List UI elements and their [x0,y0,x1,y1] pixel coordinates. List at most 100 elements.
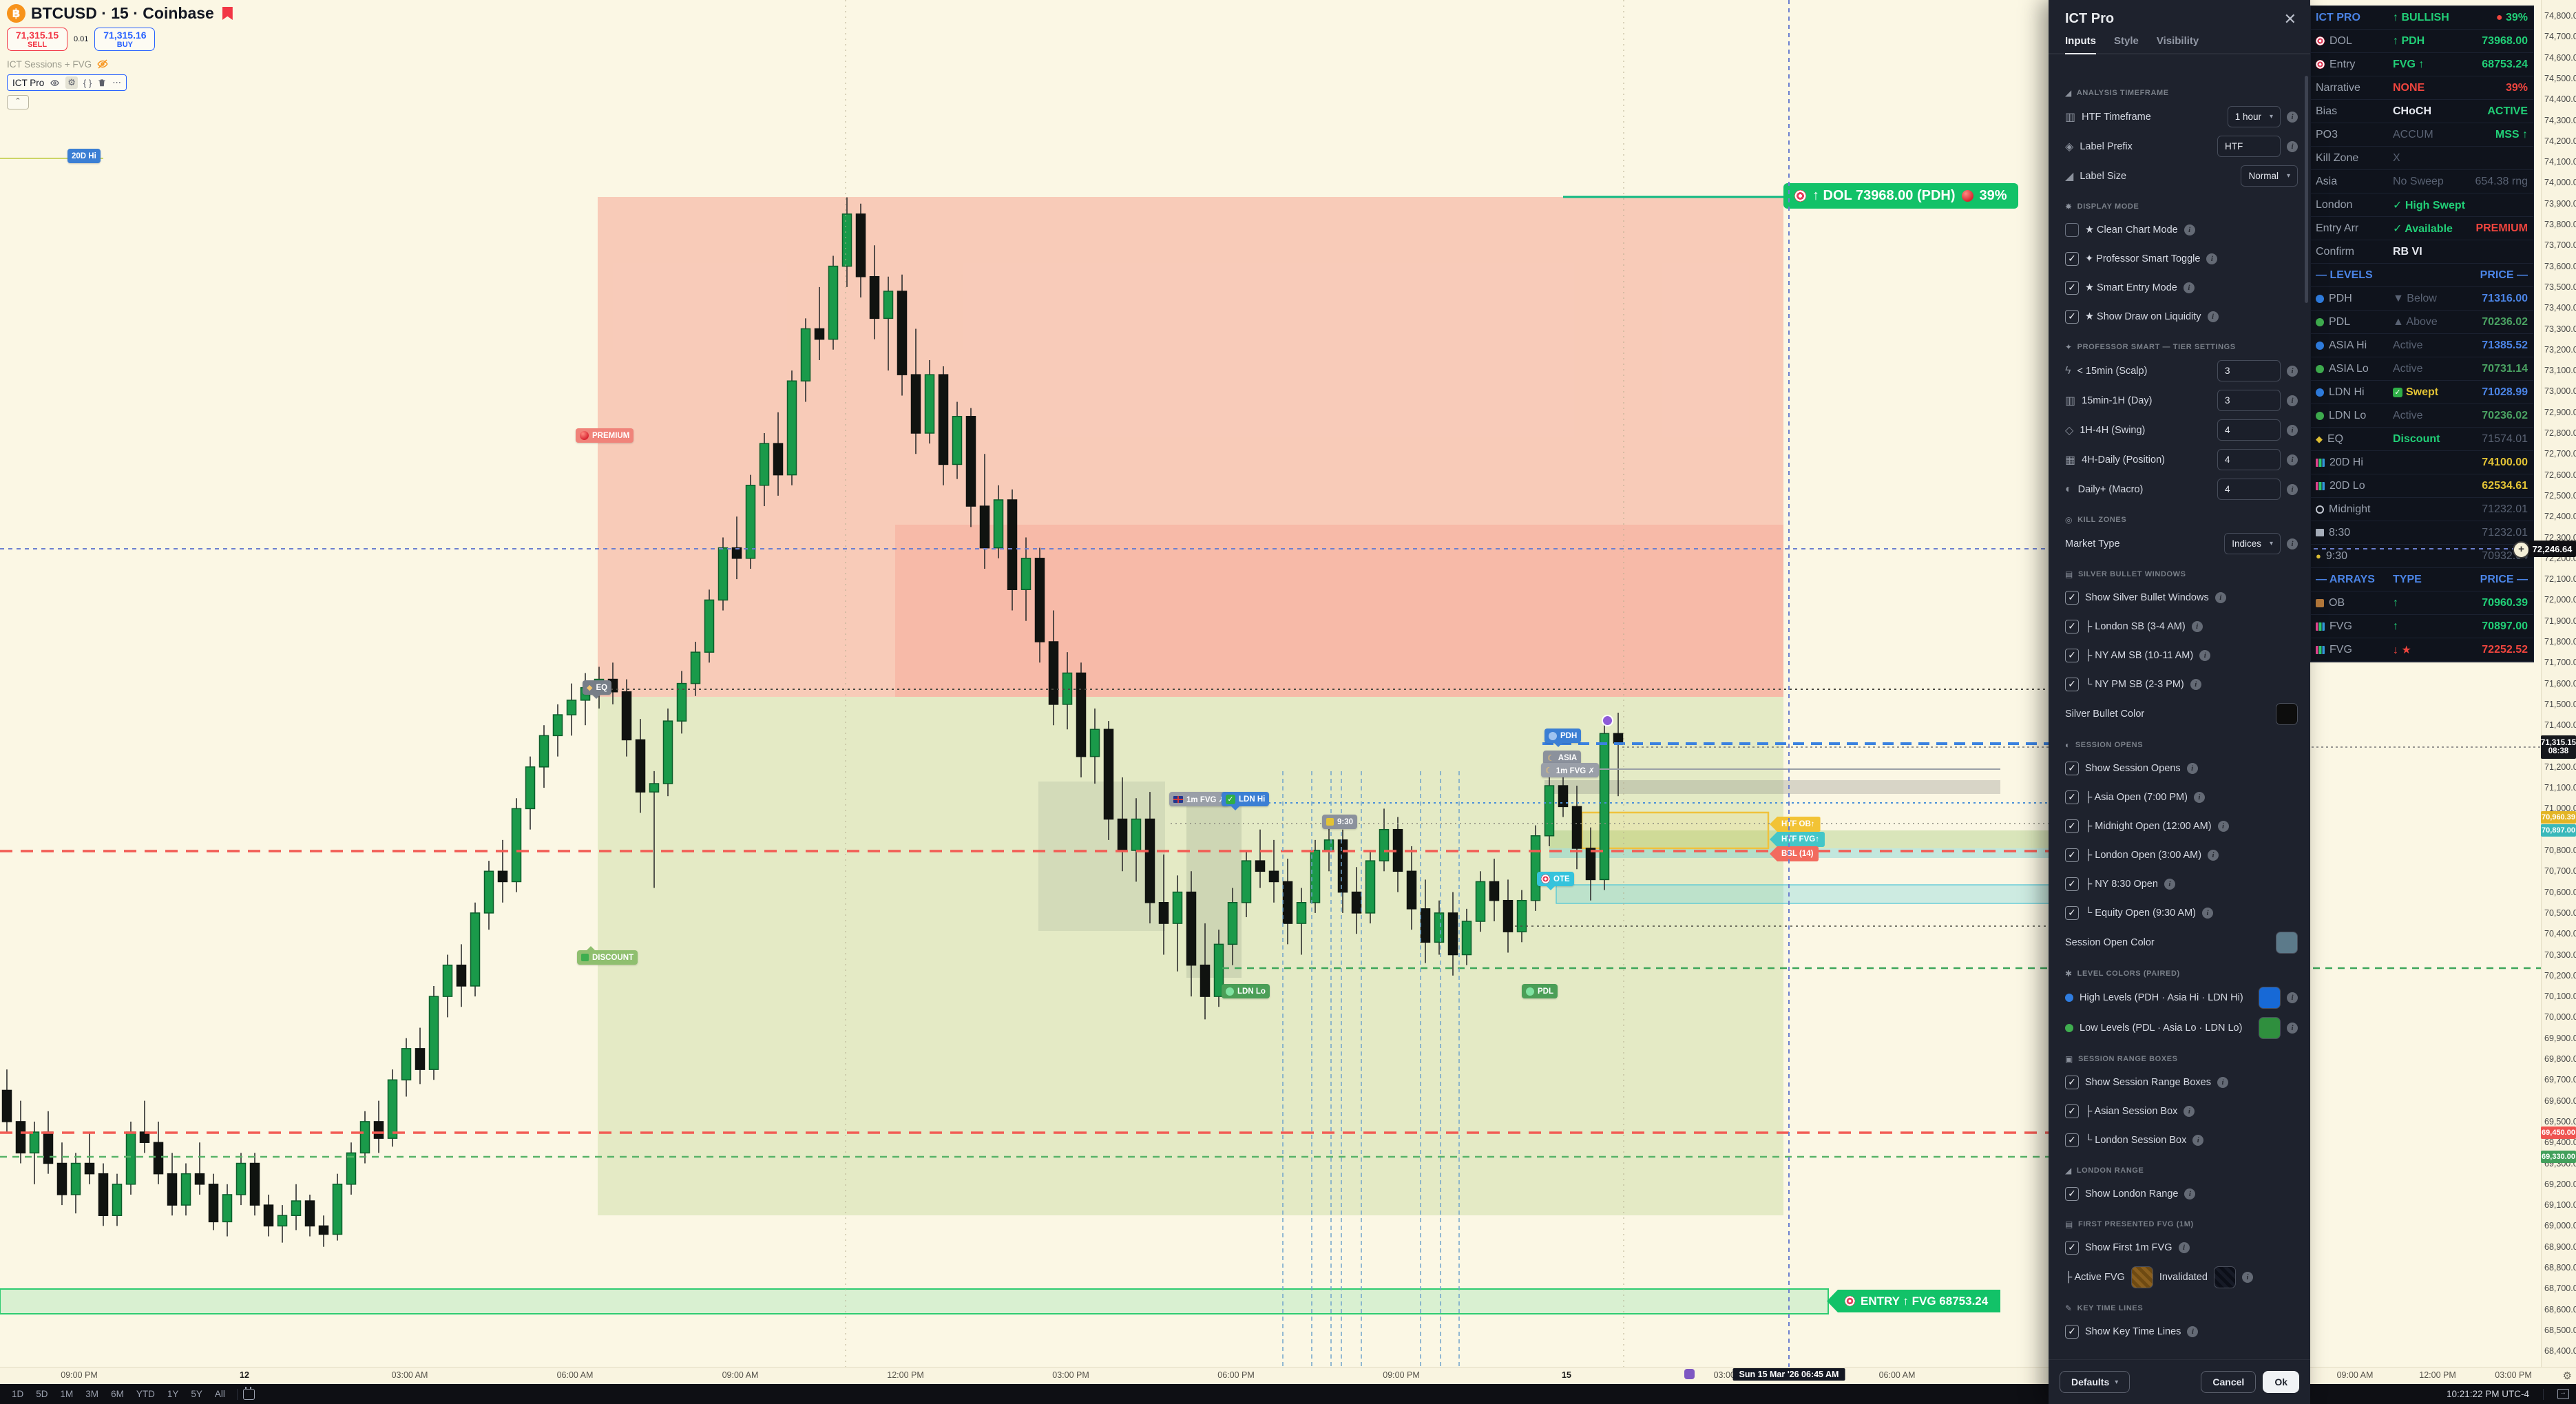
info-icon[interactable]: i [2206,253,2218,264]
buy-button[interactable]: 71,315.16 BUY [94,28,156,51]
settings-gear-icon[interactable]: ⚙ [65,76,78,89]
dropdown[interactable]: Normal ▾ [2241,165,2298,187]
color-swatch[interactable] [2259,987,2281,1009]
info-icon[interactable]: i [2217,1077,2228,1088]
ok-button[interactable]: Ok [2263,1371,2299,1393]
info-icon[interactable]: i [2287,992,2298,1003]
calendar-icon[interactable] [242,1386,255,1400]
info-icon[interactable]: i [2183,282,2195,293]
info-icon[interactable]: i [2241,1272,2253,1283]
tab-inputs[interactable]: Inputs [2065,35,2096,53]
number-input[interactable]: 3 [2217,360,2281,381]
checkbox[interactable] [2065,223,2079,237]
tab-style[interactable]: Style [2114,35,2139,47]
checkbox[interactable]: ✓ [2065,848,2079,862]
symbol-row[interactable]: ฿ BTCUSD · 15 · Coinbase [7,4,233,23]
range-button-5y[interactable]: 5Y [191,1389,202,1399]
range-button-5d[interactable]: 5D [36,1389,48,1399]
axis-event-marker[interactable] [1684,1369,1695,1379]
info-icon[interactable]: i [2287,424,2298,436]
indicator-row-hidden[interactable]: ICT Sessions + FVG [7,58,233,70]
number-input[interactable]: 3 [2217,390,2281,411]
checkbox[interactable]: ✓ [2065,1076,2079,1089]
info-icon[interactable]: i [2287,111,2298,123]
info-icon[interactable]: i [2193,792,2205,803]
info-icon[interactable]: i [2186,763,2198,774]
cancel-button[interactable]: Cancel [2201,1371,2256,1393]
checkbox[interactable]: ✓ [2065,1133,2079,1147]
checkbox[interactable]: ✓ [2065,649,2079,662]
info-icon[interactable]: i [2184,1106,2195,1117]
info-icon[interactable]: i [2199,650,2211,661]
color-swatch[interactable] [2276,703,2298,725]
color-swatch[interactable] [2259,1017,2281,1039]
dialog-scrollbar[interactable] [2305,76,2308,303]
range-button-3m[interactable]: 3M [85,1389,99,1399]
info-icon[interactable]: i [2184,224,2195,235]
info-icon[interactable]: i [2214,592,2226,603]
checkbox[interactable]: ✓ [2065,281,2079,295]
checkbox[interactable]: ✓ [2065,620,2079,633]
range-button-1m[interactable]: 1M [60,1389,74,1399]
collapse-legend-button[interactable]: ⌃ [7,95,29,109]
info-icon[interactable]: i [2287,454,2298,465]
range-button-ytd[interactable]: YTD [136,1389,155,1399]
info-icon[interactable]: i [2178,1242,2190,1253]
checkbox[interactable]: ✓ [2065,1104,2079,1118]
checkbox[interactable]: ✓ [2065,310,2079,324]
defaults-button[interactable]: Defaults ▾ [2060,1371,2130,1393]
color-swatch[interactable] [2276,932,2298,954]
range-button-1y[interactable]: 1Y [167,1389,179,1399]
info-icon[interactable]: i [2287,483,2298,495]
dropdown[interactable]: 1 hour ▾ [2227,106,2281,127]
clock[interactable]: 10:21:22 PM UTC-4 [2446,1389,2529,1399]
checkbox[interactable]: ✓ [2065,819,2079,833]
info-icon[interactable]: i [2164,879,2175,890]
crosshair-plus-icon[interactable]: + [2513,541,2530,558]
checkbox[interactable]: ✓ [2065,1325,2079,1339]
panel-toggle-icon[interactable] [2557,1389,2569,1399]
active-fvg-swatch[interactable] [2130,1266,2153,1288]
info-icon[interactable]: i [2187,1326,2199,1337]
checkbox[interactable]: ✓ [2065,790,2079,804]
checkbox[interactable]: ✓ [2065,877,2079,891]
info-icon[interactable]: i [2287,140,2298,152]
info-icon[interactable]: i [2208,850,2219,861]
info-icon[interactable]: i [2191,621,2203,632]
symbol-title[interactable]: BTCUSD · 15 · Coinbase [31,4,214,22]
axis-settings-gear-icon[interactable]: ⚙ [2562,1370,2572,1382]
checkbox[interactable]: ✓ [2065,906,2079,920]
info-icon[interactable]: i [2190,679,2201,690]
eye-off-icon[interactable] [96,58,109,70]
info-icon[interactable]: i [2287,1023,2298,1034]
eye-icon[interactable] [50,78,60,88]
close-icon[interactable]: ✕ [2283,10,2296,28]
info-icon[interactable]: i [2287,395,2298,406]
range-button-all[interactable]: All [214,1389,225,1399]
checkbox[interactable]: ✓ [2065,1187,2079,1201]
dropdown[interactable]: Indices ▾ [2224,533,2281,554]
number-input[interactable]: HTF [2217,136,2281,157]
number-input[interactable]: 4 [2217,479,2281,500]
checkbox[interactable]: ✓ [2065,591,2079,605]
info-icon[interactable]: i [2184,1188,2196,1199]
range-button-1d[interactable]: 1D [12,1389,24,1399]
checkbox[interactable]: ✓ [2065,1241,2079,1255]
flag-bookmark-icon[interactable] [222,7,233,20]
range-button-6m[interactable]: 6M [111,1389,124,1399]
checkbox[interactable]: ✓ [2065,678,2079,691]
info-icon[interactable]: i [2287,365,2298,377]
info-icon[interactable]: i [2202,908,2213,919]
checkbox[interactable]: ✓ [2065,762,2079,775]
info-icon[interactable]: i [2207,311,2219,322]
info-icon[interactable]: i [2287,538,2298,549]
number-input[interactable]: 4 [2217,449,2281,470]
tab-visibility[interactable]: Visibility [2156,35,2199,47]
info-icon[interactable]: i [2192,1135,2204,1146]
invalidated-fvg-swatch[interactable] [2213,1266,2236,1288]
source-code-icon[interactable]: { } [83,77,92,88]
checkbox[interactable]: ✓ [2065,252,2079,266]
sell-button[interactable]: 71,315.15 SELL [7,28,67,51]
info-icon[interactable]: i [2217,821,2229,832]
indicator-row-ict-pro[interactable]: ICT Pro ⚙ { } ⋯ [7,74,127,91]
